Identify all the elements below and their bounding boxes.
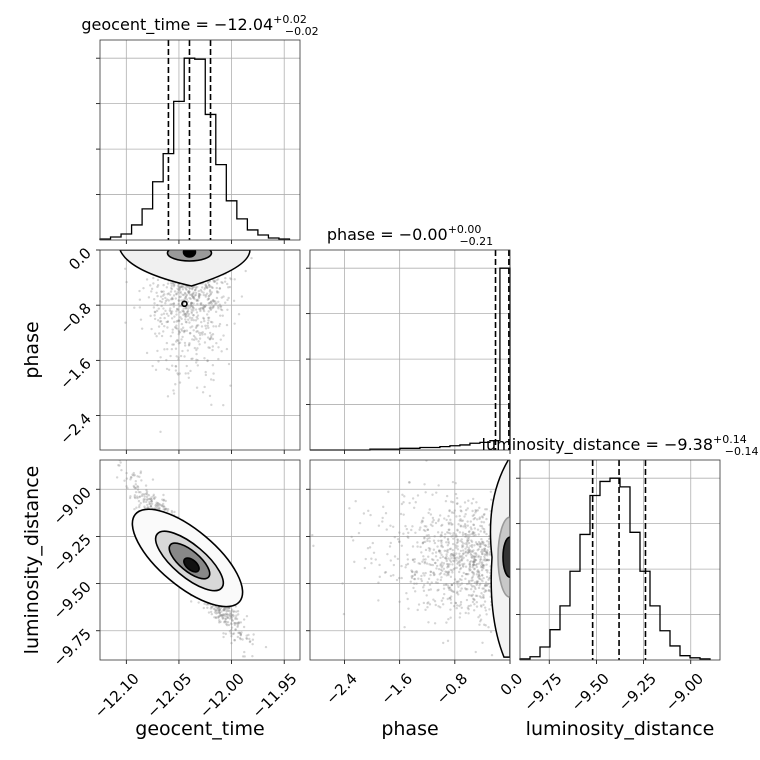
contours-geocent_time-luminosity_distance <box>131 508 244 608</box>
x-tick-label: −9.25 <box>615 670 660 715</box>
contours-phase-luminosity_distance <box>489 460 510 658</box>
x-tick-label: −12.10 <box>91 670 143 722</box>
x-tick-label: −9.75 <box>520 670 565 715</box>
histogram-layer <box>99 40 711 660</box>
panel-frame-0-0 <box>99 39 301 241</box>
histogram-luminosity_distance <box>519 477 711 660</box>
y-tick-label: 0.0 <box>65 244 95 274</box>
histogram-geocent_time <box>99 57 291 240</box>
title-phase: phase = −0.00+0.00 −0.21 <box>327 223 493 248</box>
y-tick-label: −9.50 <box>50 578 95 623</box>
panel-frame-2-1 <box>309 459 511 661</box>
x-axis-label-luminosity_distance: luminosity_distance <box>526 718 715 740</box>
scatter-phase-luminosity_distance <box>311 460 510 659</box>
x-tick-label: 0.0 <box>497 670 527 700</box>
panel-frame-2-0 <box>99 459 301 661</box>
title-luminosity_distance: luminosity_distance = −9.38+0.14 −0.14 <box>482 433 759 458</box>
y-tick-label: −0.8 <box>56 299 94 337</box>
density-layer <box>119 250 510 658</box>
x-tick-label: −9.00 <box>662 670 707 715</box>
x-tick-label: −0.8 <box>433 670 471 708</box>
y-tick-label: −1.6 <box>56 354 94 392</box>
x-tick-label: −2.4 <box>322 670 360 708</box>
title-geocent_time: geocent_time = −12.04+0.02 −0.02 <box>81 13 318 38</box>
y-axis-label-luminosity_distance: luminosity_distance <box>21 466 43 655</box>
y-tick-label: −9.25 <box>50 531 95 576</box>
contours-geocent_time-phase <box>119 250 251 308</box>
x-tick-label: −12.00 <box>196 670 248 722</box>
y-axis-label-phase: phase <box>21 321 43 378</box>
x-axis-label-phase: phase <box>381 718 438 740</box>
y-tick-label: −9.00 <box>50 483 95 528</box>
panel-frame-1-1 <box>309 249 511 451</box>
y-tick-label: −2.4 <box>56 410 94 448</box>
y-tick-label: −9.75 <box>50 625 95 670</box>
panel-frame-1-0 <box>99 249 301 451</box>
x-tick-label: −9.50 <box>568 670 613 715</box>
x-axis-label-geocent_time: geocent_time <box>135 718 264 740</box>
x-tick-label: −1.6 <box>378 670 416 708</box>
x-tick-label: −11.95 <box>249 670 301 722</box>
axes-frame-layer <box>96 39 721 664</box>
x-tick-label: −12.05 <box>143 670 195 722</box>
panel-frame-2-2 <box>519 459 721 661</box>
